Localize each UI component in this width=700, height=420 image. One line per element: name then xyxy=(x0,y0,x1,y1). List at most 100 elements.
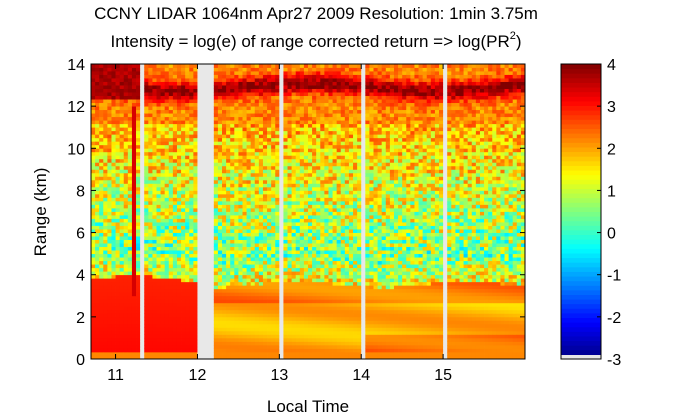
heatmap-cell xyxy=(99,316,104,321)
heatmap-cell xyxy=(320,81,325,86)
heatmap-cell xyxy=(181,106,186,111)
heatmap-cell xyxy=(328,172,333,177)
heatmap-cell xyxy=(287,71,293,75)
heatmap-cell xyxy=(189,260,194,265)
heatmap-cell xyxy=(91,141,96,146)
heatmap-cell xyxy=(185,316,190,321)
heatmap-cell xyxy=(254,141,260,146)
heatmap-cell xyxy=(258,197,264,202)
heatmap-cell xyxy=(267,281,272,286)
heatmap-cell xyxy=(181,264,186,269)
heatmap-cell xyxy=(299,232,305,237)
heatmap-cell xyxy=(144,355,149,360)
heatmap-cell xyxy=(127,162,133,167)
heatmap-cell xyxy=(152,243,157,248)
heatmap-cell xyxy=(295,197,301,202)
heatmap-cell xyxy=(140,351,145,356)
heatmap-cell xyxy=(295,351,301,356)
heatmap-cell xyxy=(312,278,317,283)
heatmap-cell xyxy=(226,320,231,325)
heatmap-cell xyxy=(185,74,190,79)
heatmap-cell xyxy=(308,67,313,72)
heatmap-cell xyxy=(144,246,149,251)
heatmap-cell xyxy=(312,78,317,82)
heatmap-cell xyxy=(193,222,198,226)
heatmap-cell xyxy=(217,85,223,89)
heatmap-cell xyxy=(111,302,116,307)
heatmap-cell xyxy=(144,232,149,237)
heatmap-cell xyxy=(324,264,329,269)
heatmap-cell xyxy=(168,288,174,293)
heatmap-cell xyxy=(197,295,202,300)
heatmap-cell xyxy=(283,134,288,139)
heatmap-cell xyxy=(160,344,166,349)
heatmap-cell xyxy=(115,165,121,170)
heatmap-cell xyxy=(140,313,145,318)
heatmap-cell xyxy=(148,95,153,100)
heatmap-cell xyxy=(91,165,96,170)
heatmap-cell xyxy=(299,85,305,89)
heatmap-cell xyxy=(103,95,108,100)
heatmap-cell xyxy=(201,215,207,219)
heatmap-cell xyxy=(262,197,268,202)
heatmap-cell xyxy=(299,334,305,339)
heatmap-cell xyxy=(299,78,305,82)
heatmap-cell xyxy=(197,109,202,114)
heatmap-cell xyxy=(197,88,202,93)
heatmap-cell xyxy=(201,67,207,72)
heatmap-cell xyxy=(119,92,125,97)
heatmap-cell xyxy=(279,169,284,174)
heatmap-cell xyxy=(283,232,288,237)
heatmap-cell xyxy=(91,274,96,279)
heatmap-cell xyxy=(213,344,219,349)
heatmap-cell xyxy=(123,88,129,93)
heatmap-cell xyxy=(111,246,116,251)
heatmap-cell xyxy=(299,250,305,255)
heatmap-cell xyxy=(131,250,137,255)
heatmap-cell xyxy=(131,113,137,118)
heatmap-cell xyxy=(234,341,239,346)
heatmap-cell xyxy=(140,64,145,68)
heatmap-cell xyxy=(246,246,252,251)
heatmap-cell xyxy=(291,78,297,82)
heatmap-cell xyxy=(201,193,207,198)
heatmap-cell xyxy=(95,144,100,149)
heatmap-cell xyxy=(267,64,272,68)
heatmap-cell xyxy=(103,281,108,286)
heatmap-cell xyxy=(226,246,231,251)
heatmap-cell xyxy=(205,197,211,202)
heatmap-cell xyxy=(308,88,313,93)
heatmap-cell xyxy=(303,337,309,342)
heatmap-cell xyxy=(95,169,100,174)
heatmap-cell xyxy=(312,309,317,314)
heatmap-cell xyxy=(152,295,157,300)
heatmap-cell xyxy=(172,113,178,118)
heatmap-cell xyxy=(164,299,170,304)
heatmap-cell xyxy=(99,172,104,177)
heatmap-cell xyxy=(123,281,129,286)
heatmap-cell xyxy=(217,299,223,304)
heatmap-cell xyxy=(217,285,223,290)
heatmap-cell xyxy=(140,99,145,104)
heatmap-cell xyxy=(262,78,268,82)
heatmap-cell xyxy=(238,67,243,72)
heatmap-cell xyxy=(127,257,133,262)
heatmap-cell xyxy=(242,204,247,209)
heatmap-cell xyxy=(164,113,170,118)
heatmap-cell xyxy=(262,165,268,170)
heatmap-cell xyxy=(164,229,170,233)
heatmap-cell xyxy=(328,278,333,283)
heatmap-cell xyxy=(217,288,223,293)
heatmap-cell xyxy=(152,88,157,93)
heatmap-cell xyxy=(226,239,231,244)
heatmap-cell xyxy=(308,151,313,156)
heatmap-cell xyxy=(123,67,129,72)
heatmap-cell xyxy=(123,123,129,128)
heatmap-cell xyxy=(111,186,116,191)
heatmap-cell xyxy=(324,137,329,142)
heatmap-cell xyxy=(119,120,125,125)
heatmap-cell xyxy=(222,204,227,209)
heatmap-cell xyxy=(238,207,243,212)
heatmap-cell xyxy=(205,313,211,318)
heatmap-cell xyxy=(291,193,297,198)
